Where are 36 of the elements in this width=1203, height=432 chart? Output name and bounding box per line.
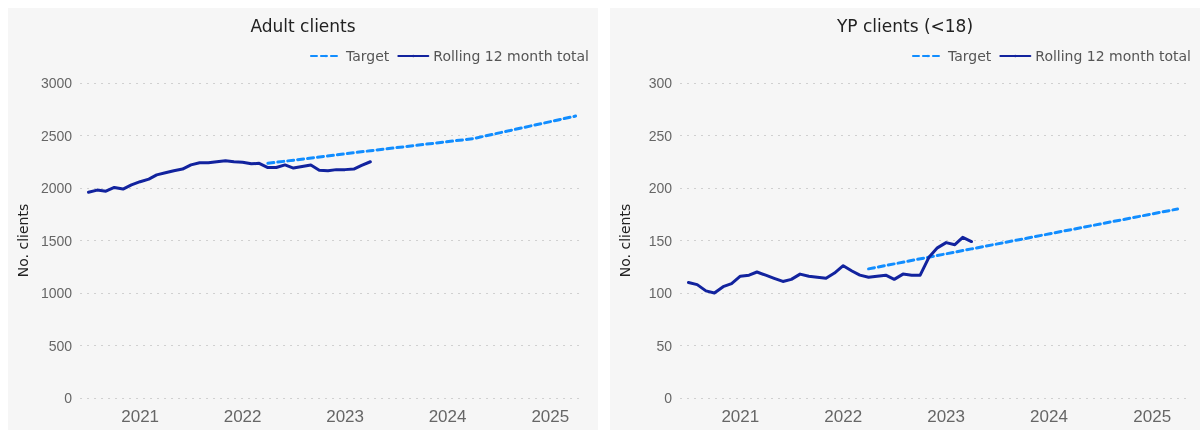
y-tick-label: 1500 <box>40 232 73 249</box>
x-tick-label: 2023 <box>927 407 966 426</box>
chart-title: Adult clients <box>250 15 356 36</box>
line-series <box>867 207 1180 271</box>
legend-label: Target <box>946 48 992 64</box>
y-tick-label: 300 <box>648 75 673 91</box>
y-tick-label: 500 <box>48 337 73 354</box>
y-tick-label: 150 <box>648 232 673 249</box>
x-tick-label: 2023 <box>326 407 364 426</box>
x-tick-label: 2025 <box>531 407 570 426</box>
x-tick-label: 2024 <box>1030 407 1068 426</box>
y-axis-title: No. clients <box>15 203 31 278</box>
line-series <box>686 235 973 295</box>
x-tick-label: 2022 <box>824 407 863 426</box>
chart-title: YP clients (<18) <box>835 15 974 36</box>
x-tick-label: 2022 <box>223 407 262 426</box>
line-series <box>266 114 578 165</box>
y-tick-label: 200 <box>648 180 673 196</box>
y-tick-label: 50 <box>656 337 673 354</box>
y-tick-label: 1000 <box>40 285 73 301</box>
y-tick-label: 250 <box>648 127 673 144</box>
y-tick-label: 100 <box>648 285 673 301</box>
legend-label: Target <box>344 48 390 64</box>
y-tick-label: 2500 <box>40 127 73 144</box>
legend-label: Rolling 12 month total <box>1035 48 1192 64</box>
x-tick-label: 2025 <box>1133 407 1172 426</box>
line-series <box>86 159 372 194</box>
y-tick-label: 3000 <box>40 75 73 91</box>
y-axis-title: No. clients <box>617 203 633 278</box>
x-tick-label: 2021 <box>721 407 760 426</box>
x-tick-label: 2021 <box>121 407 160 426</box>
legend-label: Rolling 12 month total <box>433 48 590 64</box>
x-tick-label: 2024 <box>428 407 467 426</box>
y-tick-label: 0 <box>64 390 73 406</box>
y-tick-label: 2000 <box>40 180 73 196</box>
y-tick-label: 0 <box>664 390 673 406</box>
